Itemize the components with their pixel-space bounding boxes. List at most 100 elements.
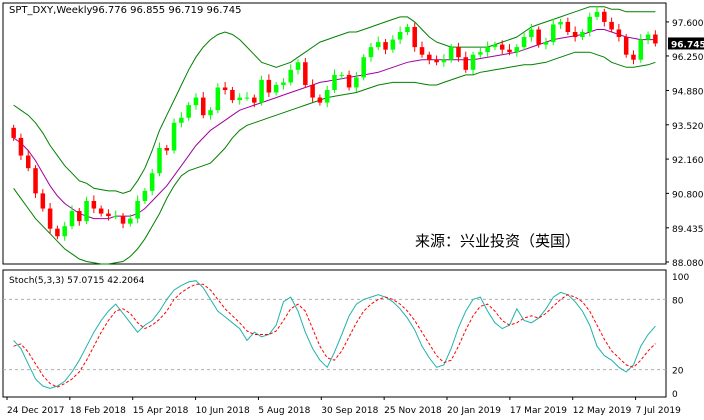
candle-up[interactable] [135,200,140,219]
axes: 97.600 96.250 94.880 93.520 92.160 90.800 89.4… [6,19,704,416]
candle-down[interactable] [303,62,308,85]
candle-up[interactable] [288,69,294,83]
candle-up[interactable] [339,74,345,76]
candle-up[interactable] [149,173,155,191]
candle-down[interactable] [252,97,257,103]
candle-down[interactable] [456,47,461,58]
candle-up[interactable] [587,16,592,32]
candle-up[interactable] [157,148,162,174]
candle-up[interactable] [645,34,651,40]
candle-down[interactable] [266,79,272,93]
candle-up[interactable] [113,216,118,218]
candle-down[interactable] [106,213,111,217]
candle-up[interactable] [521,37,527,48]
candle-down[interactable] [536,29,541,45]
candle-up[interactable] [69,211,75,227]
candle-up[interactable] [470,54,476,70]
candle-down[interactable] [499,44,505,50]
candle-down[interactable] [609,21,614,30]
candle-down[interactable] [631,54,636,60]
candle-up[interactable] [62,226,67,237]
candle-down[interactable] [11,127,16,138]
candle-up[interactable] [594,11,600,17]
candle-down[interactable] [653,34,658,44]
candle-up[interactable] [448,47,454,60]
candle-down[interactable] [98,208,104,214]
candle-up[interactable] [281,82,286,85]
stochastic-panel[interactable] [2,269,667,398]
price-tick-label: 88.080 [672,259,704,269]
candle-down[interactable] [419,47,425,55]
date-tick-label: 10 Jun 2018 [196,406,250,416]
candle-down[interactable] [412,26,417,48]
candle-up[interactable] [514,47,520,53]
price-tick-label: 89.435 [672,225,704,235]
stoch-tick-label: 0 [672,390,678,400]
candle-up[interactable] [397,32,403,40]
candle-up[interactable] [551,24,556,43]
candle-down[interactable] [18,137,24,156]
candle-down[interactable] [572,32,578,38]
candle-up[interactable] [273,84,279,93]
candle-down[interactable] [25,155,31,169]
candle-down[interactable] [427,54,432,60]
candle-down[interactable] [463,57,469,70]
candle-down[interactable] [164,148,170,151]
candle-up[interactable] [179,117,184,123]
candle-up[interactable] [543,42,549,45]
candle-up[interactable] [361,57,366,78]
candle-up[interactable] [237,97,242,101]
candle-up[interactable] [295,62,301,70]
candle-down[interactable] [623,37,629,55]
candle-up[interactable] [375,42,381,48]
candle-up[interactable] [208,110,213,116]
candle-up[interactable] [259,79,264,103]
candle-down[interactable] [55,228,60,237]
candle-up[interactable] [492,44,498,48]
candle-down[interactable] [346,74,352,88]
candle-up[interactable] [405,26,410,32]
candle-up[interactable] [354,77,359,88]
candle-up[interactable] [580,32,585,38]
candle-down[interactable] [383,42,388,50]
candle-down[interactable] [434,59,439,63]
candle-up[interactable] [529,29,534,38]
candle-down[interactable] [47,208,53,229]
candle-up[interactable] [186,105,191,118]
candle-down[interactable] [317,97,323,103]
candle-up[interactable] [142,190,148,201]
candle-up[interactable] [128,218,133,224]
candle-down[interactable] [616,29,622,38]
candle-down[interactable] [120,216,126,224]
candle-up[interactable] [324,90,330,103]
candle-down[interactable] [602,11,607,22]
candle-down[interactable] [33,168,38,194]
price-tick-label: 90.800 [672,190,704,200]
candle-up[interactable] [193,97,199,106]
candle-up[interactable] [332,74,337,90]
candle-up[interactable] [638,39,644,60]
candle-up[interactable] [215,87,221,111]
candle-up[interactable] [441,59,447,63]
candle-down[interactable] [230,90,235,101]
candle-up[interactable] [485,47,490,53]
candle-up[interactable] [390,39,396,50]
candle-up[interactable] [171,122,177,151]
stoch-tick-label: 80 [672,296,684,306]
candle-down[interactable] [91,200,97,209]
bollinger-upper-line [13,6,656,194]
candle-up[interactable] [558,21,563,25]
price-panel[interactable] [2,2,667,265]
candle-down[interactable] [565,21,571,32]
candle-up[interactable] [368,47,374,58]
candle-down[interactable] [40,193,46,209]
candle-up[interactable] [84,200,89,222]
candle-down[interactable] [507,49,512,53]
candle-down[interactable] [222,87,228,90]
candle-up[interactable] [478,52,483,55]
symbol-label: SPT_DXY,Weekly [9,5,93,16]
candle-down[interactable] [77,211,82,222]
candle-down[interactable] [310,84,315,98]
candle-up[interactable] [244,97,250,99]
candle-down[interactable] [200,97,206,116]
